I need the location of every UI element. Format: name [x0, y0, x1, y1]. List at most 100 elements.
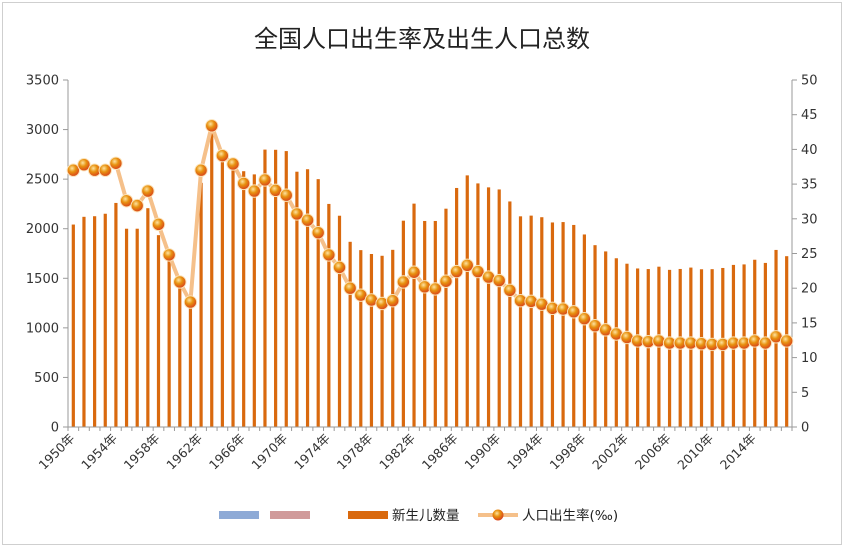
- left-y-axis: 0 500 1000 1500 2000 2500 3000 3500: [26, 74, 69, 436]
- bar: [497, 189, 501, 427]
- left-tick-label: 2500: [26, 173, 59, 188]
- right-y-axis: 0 5 10 15 20 25 30 35 40 45 50: [791, 74, 818, 436]
- x-tick-label: 1970年: [248, 431, 290, 473]
- birth-rate-point: [194, 163, 208, 177]
- left-tick-label: 0: [51, 421, 59, 436]
- birth-rate-point: [407, 265, 421, 279]
- left-tick-label: 3500: [26, 74, 59, 89]
- legend-swatch: [219, 511, 259, 519]
- legend-marker: [492, 509, 504, 521]
- bar: [242, 171, 246, 427]
- x-tick-label: 1994年: [504, 431, 546, 473]
- chart-title: 全国人口出生率及出生人口总数: [254, 25, 590, 53]
- legend: 新生儿数量 人口出生率(‰): [219, 507, 618, 524]
- birth-rate-point: [66, 163, 81, 177]
- birth-rate-point: [173, 275, 187, 289]
- x-tick-label: 2014年: [717, 431, 759, 473]
- birth-rate-point: [130, 198, 144, 213]
- birth-rate-point: [98, 163, 112, 177]
- birth-rate-point: [779, 334, 794, 348]
- birth-rate-point: [162, 248, 176, 262]
- bar: [625, 263, 629, 427]
- bar: [231, 158, 235, 427]
- birth-rate-point: [439, 274, 453, 288]
- birth-rate-point: [290, 207, 304, 221]
- bar: [316, 179, 320, 427]
- birth-rate-point: [258, 173, 272, 187]
- bar: [412, 203, 416, 427]
- x-tick-label: 1982年: [376, 431, 418, 473]
- x-tick-label: 1990年: [461, 431, 503, 473]
- bar: [82, 216, 86, 427]
- legend-swatch: [270, 511, 310, 519]
- bar: [614, 258, 618, 427]
- birth-rate-point: [460, 258, 474, 272]
- bar: [465, 175, 469, 427]
- bar: [210, 133, 214, 427]
- birth-rate-point: [215, 148, 230, 163]
- bar: [455, 187, 459, 427]
- birth-rate-point: [577, 312, 592, 326]
- birth-rate-point: [109, 156, 123, 170]
- birth-rate-point: [343, 281, 357, 295]
- x-tick-label: 2006年: [632, 431, 674, 473]
- bar: [486, 187, 491, 427]
- birth-rate-point: [758, 336, 773, 350]
- legend-swatch: [348, 511, 388, 519]
- x-tick-label: 1986年: [419, 431, 461, 473]
- x-tick-label: 2002年: [589, 431, 631, 473]
- bar: [220, 156, 224, 428]
- bar: [124, 228, 129, 427]
- birth-rate-point: [396, 275, 411, 289]
- birth-rate-point: [151, 217, 166, 232]
- bar: [636, 268, 640, 427]
- bar: [348, 241, 352, 427]
- bar: [540, 217, 544, 427]
- bar: [604, 251, 608, 427]
- bar: [167, 259, 171, 427]
- bar: [550, 222, 555, 427]
- right-tick-label: 35: [801, 178, 818, 193]
- birth-rate-point: [322, 248, 336, 262]
- right-tick-label: 15: [801, 316, 818, 331]
- line-series: [66, 119, 794, 352]
- x-tick-label: 1974年: [291, 431, 333, 473]
- bar: [359, 250, 363, 427]
- birth-rate-point: [386, 293, 400, 308]
- birth-rate-point: [247, 184, 262, 198]
- birth-rate-point: [77, 157, 91, 172]
- bar: [593, 245, 597, 427]
- x-tick-label: 1998年: [547, 431, 589, 473]
- bar: [423, 220, 427, 427]
- x-tick-label: 1950年: [36, 431, 78, 473]
- birth-rate-point: [492, 273, 506, 288]
- bar: [337, 215, 342, 427]
- left-tick-label: 1500: [26, 272, 59, 287]
- right-tick-label: 0: [801, 421, 809, 436]
- right-tick-label: 45: [801, 108, 818, 123]
- x-tick-label: 1954年: [78, 431, 120, 473]
- bar: [93, 216, 97, 427]
- right-tick-label: 30: [801, 212, 818, 227]
- x-axis: 1950年 1954年 1958年 1962年 1966年 1970年 1974年 1978年…: [36, 426, 793, 473]
- birth-rate-point: [141, 184, 155, 198]
- birth-rate-point: [226, 157, 240, 171]
- birth-rate-point: [428, 282, 443, 296]
- left-tick-label: 500: [34, 371, 59, 386]
- right-tick-label: 50: [801, 74, 818, 89]
- left-tick-label: 3000: [26, 123, 59, 138]
- bar: [380, 255, 384, 427]
- birth-rate-point: [567, 305, 581, 319]
- bar: [252, 174, 256, 427]
- bar: [444, 208, 448, 427]
- right-tick-label: 25: [801, 247, 818, 262]
- x-tick-label: 1978年: [334, 431, 376, 473]
- x-tick-label: 2010年: [674, 431, 716, 473]
- bar: [508, 201, 512, 427]
- bar: [178, 288, 182, 427]
- bar: [199, 182, 203, 427]
- bar: [114, 202, 118, 427]
- bar: [71, 224, 75, 427]
- birth-rate-point: [311, 225, 325, 240]
